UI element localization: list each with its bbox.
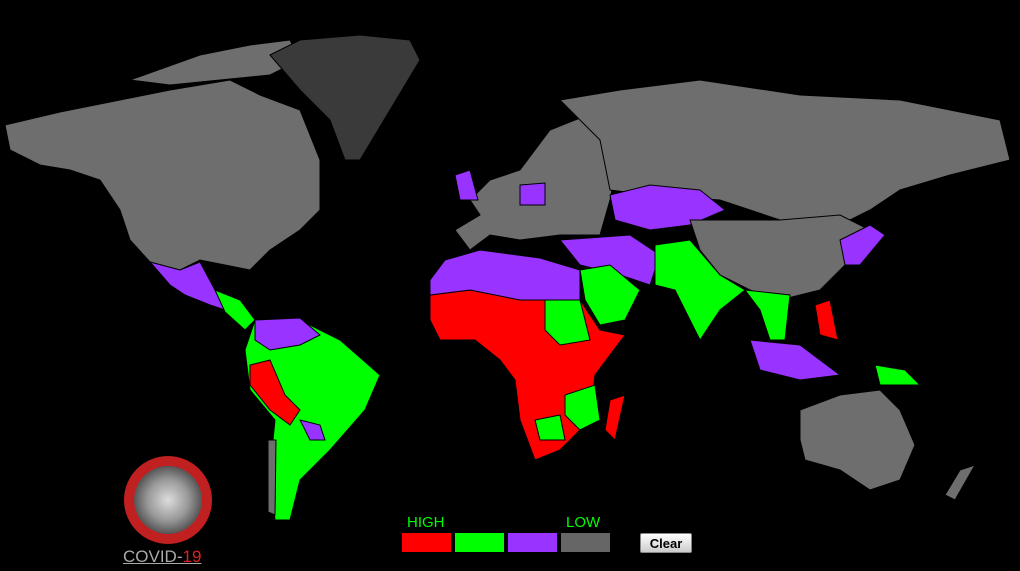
- bolivia: [299, 419, 326, 441]
- australia: [799, 389, 916, 491]
- virus-body: [134, 466, 202, 534]
- chile: [267, 439, 277, 516]
- countries: [4, 34, 1011, 521]
- colombia-venezuela: [254, 317, 321, 351]
- legend-swatch: [402, 533, 451, 552]
- southeast-asia: [743, 289, 791, 341]
- saudi-arabia: [579, 264, 641, 326]
- middle-east: [559, 234, 661, 286]
- indonesia: [749, 339, 842, 381]
- virus-icon: [124, 456, 212, 544]
- legend-low: LOW: [566, 514, 601, 531]
- covid-logo: COVID-19: [123, 547, 201, 567]
- logo-number: 19: [182, 547, 202, 566]
- sudan: [544, 299, 591, 346]
- madagascar: [604, 394, 626, 441]
- legend-high: HIGH: [407, 514, 445, 531]
- peru: [249, 359, 301, 426]
- legend-swatches: [402, 533, 610, 552]
- uk: [454, 169, 479, 201]
- india: [654, 239, 746, 341]
- kazakhstan: [609, 184, 726, 231]
- poland: [519, 182, 546, 206]
- new-zealand: [944, 464, 977, 501]
- legend-swatch: [508, 533, 557, 552]
- mexico: [148, 261, 226, 311]
- north-africa: [429, 249, 581, 301]
- central-america: [214, 289, 256, 331]
- greenland: [269, 34, 421, 161]
- philippines: [814, 299, 839, 341]
- east-africa: [564, 384, 601, 431]
- japan: [839, 224, 886, 266]
- north-america: [4, 79, 321, 271]
- southern-africa: [534, 414, 566, 441]
- new-guinea: [874, 364, 922, 386]
- legend-swatch: [561, 533, 610, 552]
- legend-swatch: [455, 533, 504, 552]
- south-america: [244, 319, 381, 521]
- clear-button[interactable]: Clear: [640, 533, 692, 553]
- arctic-islands: [129, 39, 301, 86]
- logo-text: COVID-: [123, 547, 183, 566]
